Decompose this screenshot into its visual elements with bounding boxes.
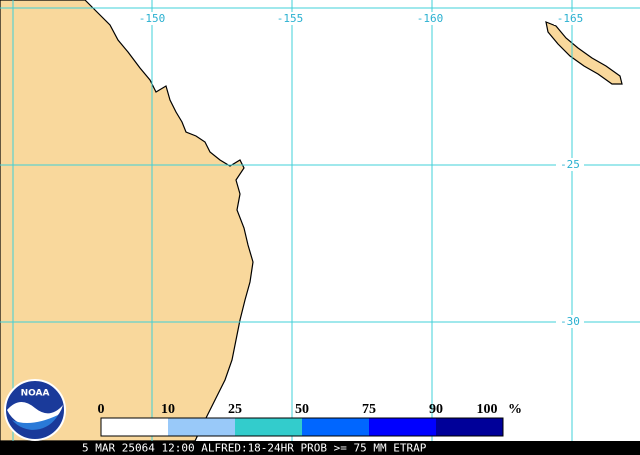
logo-text: NOAA — [21, 389, 50, 399]
legend-swatch — [235, 418, 302, 436]
legend-swatch — [101, 418, 168, 436]
label-bg — [554, 12, 586, 25]
legend-tick: 0 — [98, 402, 105, 417]
footer-text: 5 MAR 25064 12:00 ALFRED:18-24HR PROB >=… — [82, 442, 427, 455]
footer-bar — [0, 441, 640, 455]
legend-tick: 100 — [477, 402, 498, 417]
legend-tick: 75 — [362, 402, 376, 417]
noaa-logo: NOAA — [4, 379, 66, 441]
legend-tick: 25 — [228, 402, 242, 417]
label-bg — [274, 12, 306, 25]
legend-swatch — [369, 418, 436, 436]
latitude-labels: -25 -30 — [556, 158, 584, 328]
legend-unit: % — [508, 402, 522, 417]
latitude-label: -25 — [560, 158, 580, 171]
label-bg — [556, 158, 584, 171]
legend-swatch — [302, 418, 369, 436]
label-bg — [556, 315, 584, 328]
longitude-labels: -150 -155 -160 -165 — [136, 12, 586, 25]
longitude-label: -160 — [417, 12, 444, 25]
legend: 0 10 25 50 75 90 100 % — [98, 402, 522, 437]
land — [0, 0, 254, 442]
island — [545, 21, 623, 85]
longitude-label: -155 — [277, 12, 304, 25]
label-bg — [136, 12, 168, 25]
logo-wave — [12, 415, 58, 430]
legend-swatch — [168, 418, 235, 436]
legend-swatch — [436, 418, 503, 436]
legend-tick: 90 — [429, 402, 443, 417]
longitude-label: -150 — [139, 12, 166, 25]
legend-tick: 10 — [161, 402, 175, 417]
latitude-label: -30 — [560, 315, 580, 328]
longitude-label: -165 — [557, 12, 584, 25]
graticule — [0, 0, 640, 441]
legend-tick: 50 — [295, 402, 309, 417]
label-bg — [414, 12, 446, 25]
legend-frame — [100, 417, 504, 437]
